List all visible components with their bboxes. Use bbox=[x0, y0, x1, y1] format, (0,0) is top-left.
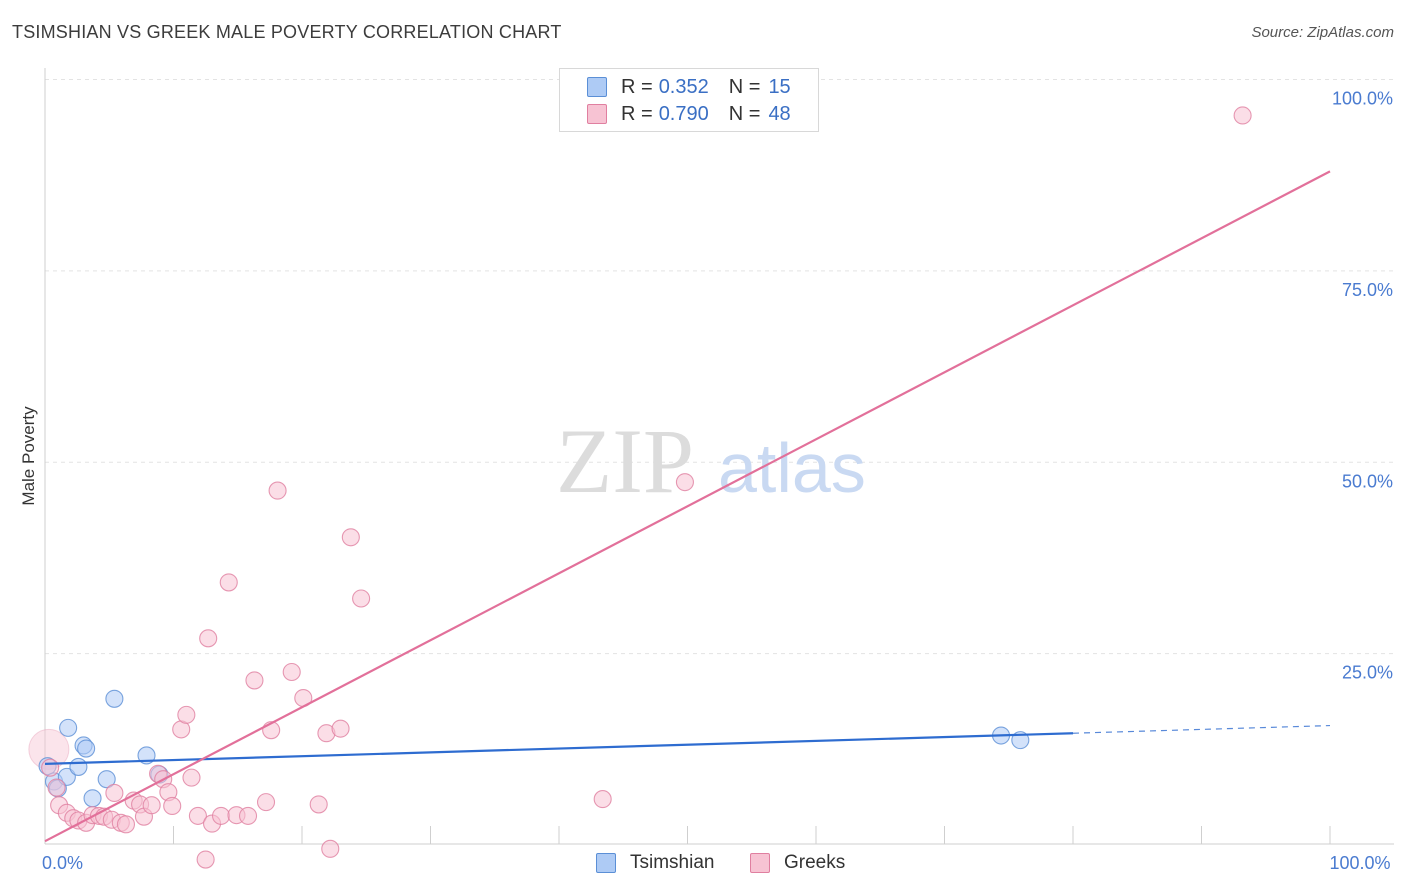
point-greeks bbox=[142, 796, 161, 815]
point-tsimshian bbox=[83, 789, 102, 808]
point-tsimshian bbox=[59, 718, 78, 737]
tick-labels: 25.0% 50.0% 75.0% 100.0% 0.0% 100.0% bbox=[42, 89, 1393, 874]
y-tick-label: 75.0% bbox=[1342, 280, 1393, 300]
watermark-zip: ZIP bbox=[556, 410, 694, 512]
point-greeks bbox=[245, 671, 264, 690]
trend-line-tsimshian bbox=[44, 732, 1074, 765]
point-greeks bbox=[199, 629, 218, 648]
point-greeks bbox=[268, 481, 287, 500]
point-tsimshian bbox=[97, 770, 116, 789]
series-legend: Tsimshian Greeks bbox=[0, 852, 1406, 876]
legend-n-value: 48 bbox=[768, 102, 791, 125]
watermark: ZIP atlas bbox=[556, 410, 866, 512]
point-greeks bbox=[105, 783, 124, 802]
point-greeks bbox=[163, 796, 182, 816]
point-tsimshian bbox=[105, 689, 124, 708]
point-greeks bbox=[675, 473, 694, 492]
y-tick-label: 25.0% bbox=[1342, 663, 1393, 683]
series-legend-tsimshian[interactable]: Tsimshian bbox=[596, 852, 714, 874]
point-greeks bbox=[282, 662, 301, 682]
chart-title: TSIMSHIAN VS GREEK MALE POVERTY CORRELAT… bbox=[12, 22, 562, 42]
grid-lines bbox=[45, 79, 1394, 655]
point-greeks bbox=[182, 768, 201, 787]
y-tick-label: 50.0% bbox=[1342, 471, 1393, 491]
series-label-greeks: Greeks bbox=[784, 852, 846, 873]
legend-row-tsimshian: R = 0.352 N = 15 bbox=[560, 74, 791, 100]
series-label-tsimshian: Tsimshian bbox=[630, 852, 715, 873]
y-tick-label: 100.0% bbox=[1332, 89, 1393, 109]
axes bbox=[44, 68, 1394, 845]
point-greeks bbox=[593, 790, 612, 809]
trend-line-greeks bbox=[44, 170, 1331, 843]
data-points bbox=[28, 106, 1252, 869]
x-tick-label: 100.0% bbox=[1329, 853, 1390, 873]
series-legend-greeks[interactable]: Greeks bbox=[750, 852, 845, 874]
legend-n-value: 15 bbox=[768, 75, 791, 98]
legend-row-greeks: R = 0.790 N = 48 bbox=[560, 101, 791, 127]
series-swatch-tsimshian bbox=[596, 853, 616, 873]
point-greeks bbox=[41, 758, 60, 777]
x-tick-label: 0.0% bbox=[42, 853, 83, 873]
point-greeks bbox=[309, 795, 328, 814]
point-tsimshian bbox=[77, 739, 96, 758]
legend-r-value: 0.352 bbox=[658, 75, 709, 98]
watermark-atlas: atlas bbox=[718, 429, 866, 507]
source-label: Source: ZipAtlas.com bbox=[1251, 24, 1394, 41]
trend-lines bbox=[44, 170, 1331, 843]
point-tsimshian bbox=[69, 757, 88, 776]
point-greeks bbox=[321, 839, 340, 858]
legend-r-label: R = bbox=[621, 102, 653, 125]
legend-n-label: N = bbox=[728, 102, 761, 125]
trend-line-extension-tsimshian bbox=[1072, 724, 1331, 734]
series-swatch-greeks bbox=[750, 853, 770, 873]
point-greeks bbox=[341, 528, 360, 547]
correlation-legend: R = 0.352 N = 15 R = 0.790 N = 48 bbox=[559, 68, 819, 132]
legend-r-label: R = bbox=[621, 75, 653, 98]
point-greeks bbox=[219, 573, 238, 592]
point-greeks bbox=[177, 705, 196, 724]
legend-swatch-greeks bbox=[587, 104, 607, 124]
point-greeks bbox=[238, 806, 258, 825]
point-greeks bbox=[196, 850, 215, 869]
point-greeks bbox=[116, 815, 136, 834]
legend-r-value: 0.790 bbox=[658, 102, 709, 125]
point-greeks bbox=[188, 806, 207, 825]
point-greeks bbox=[331, 719, 350, 738]
point-greeks bbox=[47, 778, 66, 797]
point-greeks bbox=[211, 806, 231, 825]
point-greeks bbox=[352, 589, 371, 608]
point-greeks bbox=[1233, 106, 1252, 125]
y-axis-label: Male Poverty bbox=[19, 406, 38, 506]
legend-n-label: N = bbox=[728, 75, 761, 98]
legend-swatch-tsimshian bbox=[587, 77, 607, 97]
point-greeks bbox=[256, 793, 276, 812]
